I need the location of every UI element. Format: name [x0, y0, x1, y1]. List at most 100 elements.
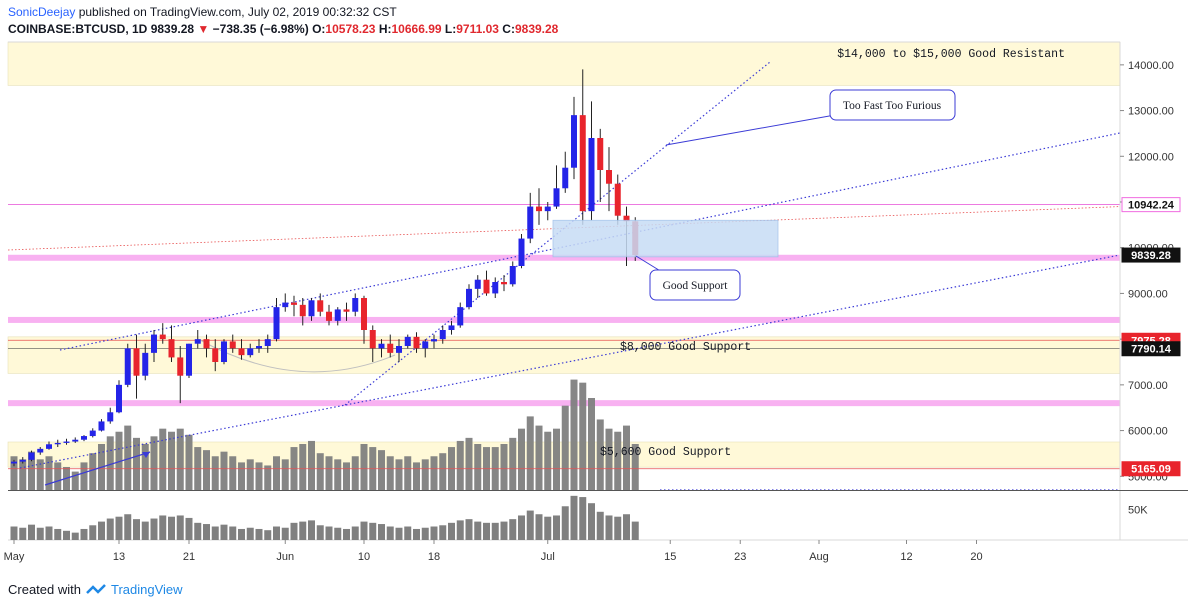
candle — [387, 334, 394, 358]
candle-body — [492, 282, 499, 294]
chart-header-ohlc: COINBASE:BTCUSD, 1D 9839.28 ▼ −738.35 (−… — [8, 22, 558, 36]
price-badge: 5165.09 — [1121, 461, 1181, 477]
volume-bar-overlay — [80, 462, 88, 490]
volume-bar-overlay — [229, 456, 237, 490]
callout-box[interactable] — [649, 269, 741, 301]
volume-bar — [579, 497, 587, 540]
high-label: H: — [378, 22, 392, 36]
volume-bar — [369, 522, 377, 540]
candle — [89, 428, 96, 438]
candle — [37, 447, 44, 455]
candles-layer — [11, 69, 639, 467]
candle-body — [221, 341, 227, 362]
volume-bar-overlay — [203, 450, 210, 490]
candle — [256, 339, 262, 353]
candle-body — [89, 430, 96, 437]
candle — [378, 339, 385, 358]
candle-body — [536, 206, 542, 212]
support-8000-annotation: $8,000 Good Support — [620, 341, 751, 354]
candle — [11, 459, 17, 467]
callout-text: Good Support — [663, 280, 729, 292]
candle — [501, 275, 507, 292]
candle-body — [369, 330, 376, 349]
candle-body — [194, 339, 201, 344]
candle-body — [518, 238, 525, 266]
candle — [369, 325, 376, 362]
candle — [229, 334, 236, 353]
candle — [571, 96, 577, 180]
candle — [509, 261, 516, 287]
author-link[interactable]: SonicDeejay — [8, 5, 76, 19]
volume-bar — [63, 530, 70, 540]
candle — [422, 339, 429, 358]
volume-bar — [273, 526, 280, 540]
candle — [466, 284, 472, 310]
volume-bar-overlay — [19, 459, 27, 490]
price-badge: 9839.28 — [1121, 247, 1181, 263]
candle — [492, 277, 499, 298]
candle — [151, 330, 157, 362]
callout-box[interactable] — [829, 89, 956, 121]
volume-bar-overlay — [465, 437, 473, 490]
candle — [177, 346, 184, 404]
candle — [518, 234, 525, 269]
volume-bar — [203, 524, 210, 540]
volume-bar-overlay — [378, 450, 385, 490]
symbol-label[interactable]: COINBASE:BTCUSD, 1D — [8, 22, 148, 36]
volume-bar-overlay — [561, 405, 569, 490]
price-badge-box — [1121, 341, 1181, 357]
volume-bar — [211, 526, 219, 540]
candle — [19, 457, 26, 464]
time-tick-label: 18 — [428, 551, 440, 563]
candle-body — [28, 452, 35, 460]
candle-body — [142, 352, 149, 376]
volume-bar — [474, 521, 482, 540]
volume-bar — [378, 524, 385, 540]
candle — [291, 295, 297, 317]
candle-body — [256, 346, 262, 349]
time-tick-label: 12 — [900, 551, 912, 563]
candle — [361, 295, 367, 344]
candle-body — [264, 339, 271, 346]
volume-bar-overlay — [45, 456, 53, 490]
candle — [352, 293, 359, 317]
time-tick-label: May — [4, 551, 25, 563]
candle-body — [54, 442, 61, 445]
candle — [439, 325, 446, 344]
open-value: 10578.23 — [325, 22, 376, 36]
candle — [343, 302, 350, 321]
volume-bar-overlay — [255, 462, 263, 490]
volume-bar-overlay — [71, 471, 79, 490]
volume-bar — [141, 521, 149, 540]
candle-body — [37, 448, 44, 453]
volume-bar-overlay — [36, 459, 44, 490]
candle — [98, 419, 105, 432]
volume-bar-overlay — [168, 431, 175, 490]
callout-pointer — [665, 114, 836, 146]
volume-bar-overlay — [351, 456, 359, 490]
candle — [63, 438, 70, 445]
pink-band — [8, 400, 1120, 407]
callout-pointer — [635, 255, 663, 273]
high-value: 10666.99 — [391, 22, 442, 36]
volume-bar-overlay — [281, 459, 289, 490]
candle-body — [562, 167, 569, 189]
volume-bar — [439, 525, 447, 540]
price-badge-box — [1121, 247, 1181, 263]
published-text: published on TradingView.com, July 02, 2… — [75, 5, 397, 19]
candle — [72, 437, 79, 443]
last-price: 9839.28 — [150, 22, 195, 36]
volume-pane-layer — [10, 495, 639, 540]
volume-bar — [194, 522, 202, 540]
volume-bar-overlay — [474, 444, 482, 490]
tradingview-brand[interactable]: TradingView — [110, 582, 183, 597]
volume-bar — [80, 528, 88, 540]
volume-bar-overlay — [614, 431, 622, 490]
volume-bar-overlay — [509, 437, 517, 490]
candle-body — [282, 302, 289, 308]
price-tick-label: 7000.00 — [1128, 380, 1168, 392]
candle — [317, 293, 324, 317]
candle-body — [439, 330, 446, 340]
volume-bar — [10, 526, 18, 540]
